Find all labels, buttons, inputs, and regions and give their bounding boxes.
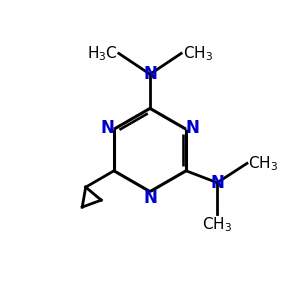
Text: $\mathregular{CH_3}$: $\mathregular{CH_3}$ (202, 215, 232, 234)
Text: N: N (186, 119, 200, 137)
Text: N: N (143, 65, 157, 83)
Text: N: N (210, 174, 224, 192)
Text: $\mathregular{CH_3}$: $\mathregular{CH_3}$ (248, 154, 278, 173)
Text: $\mathregular{CH_3}$: $\mathregular{CH_3}$ (183, 44, 213, 63)
Text: $\mathregular{H_3C}$: $\mathregular{H_3C}$ (87, 44, 117, 63)
Text: N: N (144, 189, 158, 207)
Text: N: N (100, 119, 114, 137)
